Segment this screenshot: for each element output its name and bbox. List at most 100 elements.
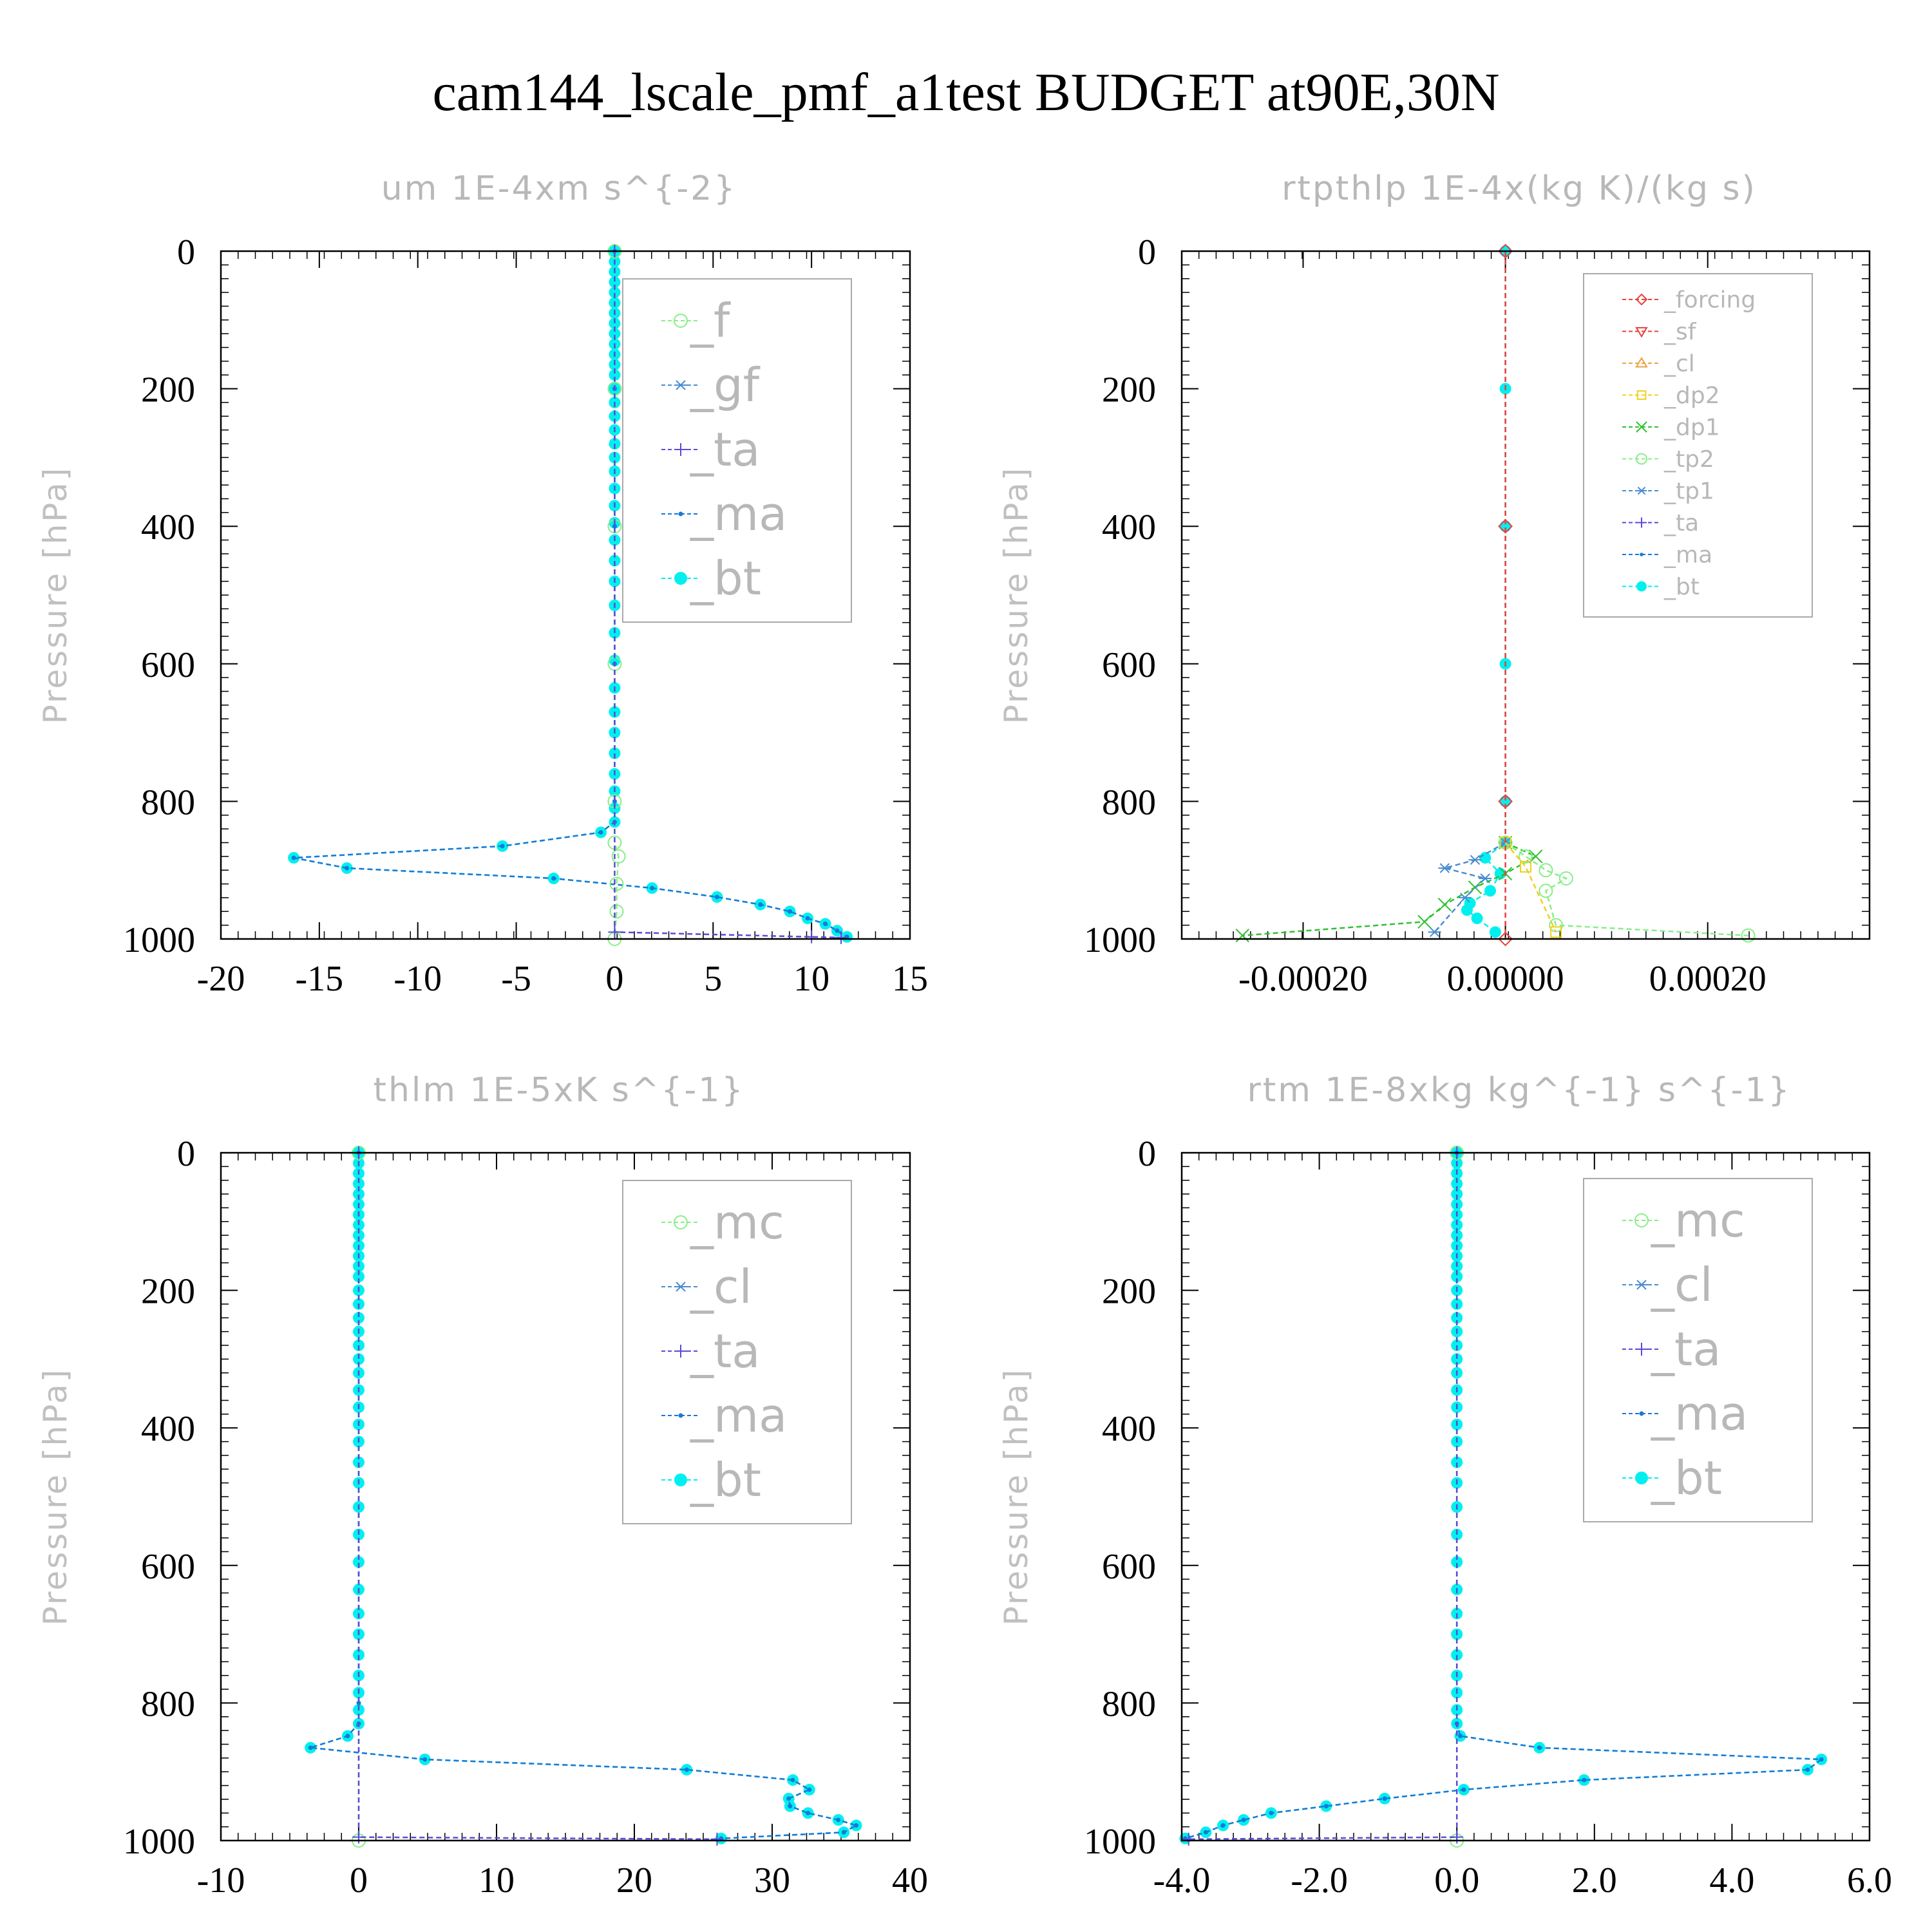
y-tick-label: 200 bbox=[141, 1272, 195, 1312]
legend: _mc _cl _ta _ma _bt bbox=[1583, 1178, 1813, 1522]
x-tick-label: 0 bbox=[350, 1861, 368, 1900]
data-point bbox=[788, 1804, 793, 1809]
series-line bbox=[1504, 842, 1748, 936]
legend-label: _bt bbox=[1663, 574, 1700, 600]
data-point bbox=[1479, 851, 1492, 864]
data-point bbox=[1450, 1830, 1464, 1844]
data-point bbox=[650, 886, 655, 891]
data-point bbox=[854, 1823, 859, 1828]
y-tick-label: 1000 bbox=[123, 1822, 195, 1862]
data-point bbox=[1819, 1757, 1824, 1762]
y-tick-label: 600 bbox=[1102, 645, 1156, 685]
legend-item: _ma bbox=[661, 1388, 787, 1443]
legend-label: _ma bbox=[690, 487, 787, 541]
legend-marker bbox=[1635, 1472, 1648, 1484]
legend-label: _dp1 bbox=[1663, 415, 1720, 441]
legend-marker bbox=[674, 1215, 688, 1229]
data-point bbox=[1438, 863, 1452, 873]
y-axis-label: Pressure [hPa] bbox=[998, 1368, 1035, 1626]
legend-marker bbox=[1635, 1280, 1648, 1290]
legend-item: _tp2 bbox=[1622, 446, 1714, 473]
y-tick-label: 0 bbox=[177, 232, 195, 272]
legend-item: _bt bbox=[661, 551, 761, 605]
data-point bbox=[612, 524, 617, 529]
y-tick-label: 0 bbox=[1138, 232, 1156, 272]
series-ma bbox=[1182, 1150, 1824, 1841]
legend-marker bbox=[1636, 421, 1647, 433]
data-point bbox=[1451, 1312, 1463, 1324]
data-point bbox=[1241, 1817, 1246, 1823]
data-point bbox=[1461, 904, 1473, 916]
figure-title: cam144_lscale_pmf_a1test BUDGET at90E,30… bbox=[432, 62, 1500, 122]
series-line bbox=[1504, 842, 1557, 933]
data-point bbox=[823, 922, 828, 927]
series-line bbox=[310, 1153, 858, 1840]
legend-marker bbox=[1635, 1343, 1648, 1356]
data-point bbox=[1471, 912, 1483, 924]
data-point bbox=[1451, 1556, 1463, 1568]
data-point bbox=[422, 1757, 428, 1762]
data-point bbox=[353, 1649, 365, 1661]
x-tick-label: 10 bbox=[478, 1861, 515, 1900]
data-point bbox=[1437, 897, 1452, 912]
plot-frame bbox=[1180, 250, 1871, 940]
x-tick-label: 20 bbox=[616, 1861, 652, 1900]
legend-label: _cl bbox=[690, 1260, 752, 1314]
legend-marker bbox=[1634, 1213, 1649, 1227]
legend-label: _forcing bbox=[1663, 287, 1756, 314]
series-line bbox=[1188, 1153, 1458, 1841]
y-tick-label: 800 bbox=[1102, 782, 1156, 822]
legend-item: _ma bbox=[661, 487, 787, 541]
data-point bbox=[609, 451, 621, 464]
legend-item: _cl bbox=[661, 1260, 752, 1314]
x-tick-label: 0.0 bbox=[1434, 1861, 1479, 1900]
data-point bbox=[352, 1830, 365, 1844]
data-point bbox=[353, 1556, 365, 1568]
y-tick-label: 600 bbox=[1102, 1547, 1156, 1587]
data-point bbox=[598, 829, 603, 835]
legend-marker bbox=[678, 511, 683, 516]
data-point bbox=[353, 1312, 365, 1324]
data-point bbox=[1451, 1188, 1463, 1200]
data-point bbox=[1323, 1804, 1329, 1809]
y-tick-label: 1000 bbox=[1084, 1822, 1156, 1862]
legend-label: _f bbox=[690, 294, 731, 348]
data-point bbox=[788, 909, 793, 914]
panel-rtpthlp: rtpthlp 1E-4x(kg K)/(kg s) Pressure [hPa]… bbox=[998, 169, 1871, 999]
panel-rtm: rtm 1E-8xkg kg^{-1} s^{-1} Pressure [hPa]… bbox=[998, 1071, 1892, 1900]
legend-marker bbox=[674, 380, 687, 390]
legend-label: _tp2 bbox=[1663, 446, 1714, 473]
data-point bbox=[1451, 1219, 1463, 1231]
legend-label: _bt bbox=[690, 551, 761, 605]
x-tick-label: 10 bbox=[793, 959, 829, 999]
legend-item: _f bbox=[661, 294, 731, 348]
legend-label: _dp2 bbox=[1663, 383, 1720, 409]
data-point bbox=[353, 1219, 365, 1231]
data-point bbox=[353, 1353, 365, 1365]
legend-label: _ta bbox=[1651, 1322, 1721, 1376]
data-point bbox=[609, 328, 621, 340]
y-tick-label: 1000 bbox=[123, 920, 195, 960]
data-point bbox=[1519, 849, 1533, 864]
data-point bbox=[1417, 914, 1432, 929]
panel-title: rtm 1E-8xkg kg^{-1} s^{-1} bbox=[1247, 1071, 1791, 1110]
data-point bbox=[1537, 1745, 1542, 1750]
legend-label: _ta bbox=[690, 422, 760, 477]
legend-label: _ta bbox=[1663, 510, 1699, 536]
legend-box bbox=[622, 1180, 852, 1524]
x-tick-label: -5 bbox=[501, 959, 531, 999]
data-point bbox=[1582, 1777, 1587, 1783]
legend-item: _ma bbox=[1622, 542, 1712, 569]
legend-label: _tp1 bbox=[1663, 478, 1714, 505]
data-point bbox=[714, 895, 719, 900]
data-point bbox=[609, 317, 621, 330]
data-point bbox=[786, 1796, 791, 1801]
legend-item: _ta bbox=[661, 1324, 760, 1378]
panel-title: thlm 1E-5xK s^{-1} bbox=[374, 1071, 745, 1110]
data-point bbox=[1484, 885, 1497, 897]
legend-marker bbox=[674, 1345, 687, 1358]
data-point bbox=[1203, 1830, 1208, 1835]
legend-label: _sf bbox=[1663, 319, 1697, 345]
data-point bbox=[1520, 860, 1531, 873]
data-point bbox=[609, 747, 621, 759]
